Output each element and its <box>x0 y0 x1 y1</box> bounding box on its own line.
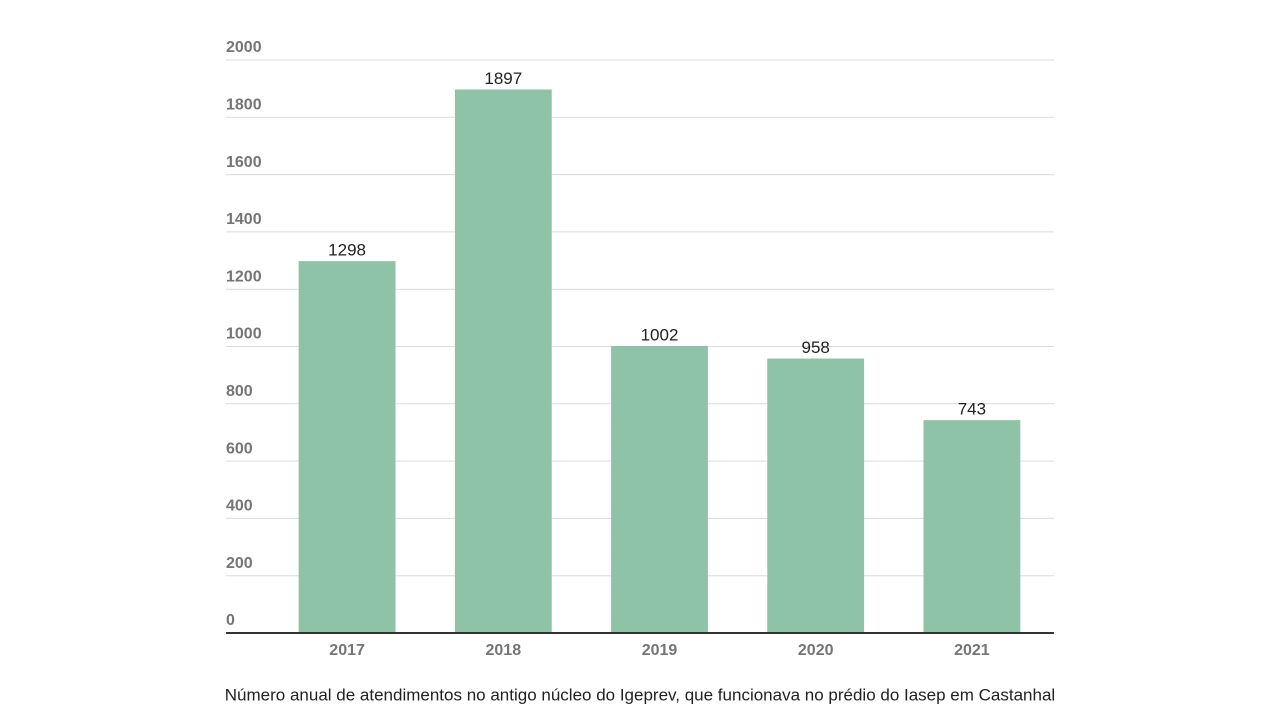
data-label: 1002 <box>641 325 679 344</box>
y-tick-label: 2000 <box>226 39 262 56</box>
y-tick-label: 400 <box>226 498 253 515</box>
data-label: 1897 <box>484 69 522 88</box>
x-tick-label: 2018 <box>486 642 522 659</box>
x-tick-label: 2019 <box>642 642 678 659</box>
x-tick-label: 2020 <box>798 642 834 659</box>
bar <box>767 358 865 633</box>
y-tick-label: 800 <box>226 383 253 400</box>
bar <box>611 345 708 633</box>
data-label: 958 <box>802 338 830 357</box>
y-tick-label: 1400 <box>226 211 262 228</box>
bar <box>298 261 396 633</box>
data-label: 743 <box>958 400 986 419</box>
chart-caption: Número anual de atendimentos no antigo n… <box>225 685 1055 704</box>
y-tick-label: 0 <box>226 612 235 629</box>
y-tick-label: 600 <box>226 440 253 457</box>
data-label: 1298 <box>328 241 366 260</box>
bar <box>923 420 1021 633</box>
y-tick-label: 1000 <box>226 326 262 343</box>
bar <box>454 89 552 633</box>
x-tick-label: 2017 <box>329 642 365 659</box>
y-tick-label: 1600 <box>226 154 262 171</box>
y-tick-label: 1200 <box>226 268 262 285</box>
y-tick-label: 200 <box>226 555 253 572</box>
y-tick-label: 1800 <box>226 97 262 114</box>
x-tick-label: 2021 <box>954 642 990 659</box>
